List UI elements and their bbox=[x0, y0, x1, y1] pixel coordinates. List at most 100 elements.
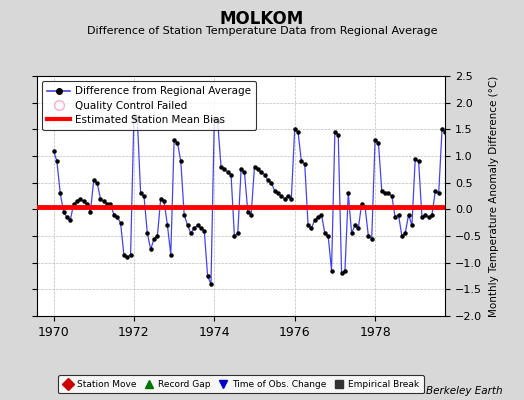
Point bbox=[280, 196, 289, 202]
Point bbox=[277, 193, 286, 199]
Point bbox=[173, 140, 182, 146]
Point bbox=[123, 254, 132, 260]
Point bbox=[357, 201, 366, 207]
Point bbox=[331, 129, 339, 135]
Point bbox=[100, 198, 108, 204]
Point bbox=[367, 236, 376, 242]
Point bbox=[163, 222, 172, 228]
Point bbox=[334, 132, 342, 138]
Point bbox=[438, 126, 446, 132]
Point bbox=[86, 209, 95, 215]
Point bbox=[444, 212, 453, 218]
Y-axis label: Monthly Temperature Anomaly Difference (°C): Monthly Temperature Anomaly Difference (… bbox=[489, 75, 499, 317]
Point bbox=[341, 268, 349, 274]
Point bbox=[448, 209, 456, 215]
Point bbox=[213, 118, 222, 124]
Point bbox=[344, 190, 353, 196]
Point bbox=[224, 169, 232, 175]
Point bbox=[193, 222, 202, 228]
Point bbox=[284, 193, 292, 199]
Point bbox=[183, 222, 192, 228]
Point bbox=[384, 190, 392, 196]
Legend: Station Move, Record Gap, Time of Obs. Change, Empirical Break: Station Move, Record Gap, Time of Obs. C… bbox=[58, 376, 424, 394]
Point bbox=[328, 268, 336, 274]
Point bbox=[287, 196, 296, 202]
Point bbox=[157, 196, 165, 202]
Point bbox=[378, 188, 386, 194]
Point bbox=[103, 201, 111, 207]
Point bbox=[418, 214, 426, 220]
Point bbox=[241, 169, 249, 175]
Point bbox=[113, 214, 122, 220]
Point bbox=[247, 212, 255, 218]
Point bbox=[428, 212, 436, 218]
Point bbox=[187, 230, 195, 236]
Point bbox=[405, 212, 413, 218]
Point bbox=[230, 233, 238, 239]
Point bbox=[133, 116, 141, 122]
Point bbox=[207, 281, 215, 287]
Point bbox=[297, 158, 305, 164]
Point bbox=[351, 222, 359, 228]
Point bbox=[196, 225, 205, 231]
Point bbox=[260, 172, 269, 178]
Point bbox=[318, 212, 326, 218]
Point bbox=[391, 214, 399, 220]
Point bbox=[66, 217, 74, 223]
Point bbox=[371, 137, 379, 143]
Point bbox=[80, 198, 88, 204]
Text: Difference of Station Temperature Data from Regional Average: Difference of Station Temperature Data f… bbox=[87, 26, 437, 36]
Point bbox=[434, 190, 443, 196]
Point bbox=[56, 190, 64, 196]
Point bbox=[210, 116, 219, 122]
Point bbox=[73, 198, 81, 204]
Point bbox=[290, 126, 299, 132]
Point bbox=[217, 164, 225, 170]
Legend: Difference from Regional Average, Quality Control Failed, Estimated Station Mean: Difference from Regional Average, Qualit… bbox=[42, 81, 256, 130]
Point bbox=[294, 129, 302, 135]
Point bbox=[237, 166, 245, 172]
Point bbox=[301, 161, 309, 167]
Point bbox=[411, 156, 419, 162]
Point bbox=[264, 177, 272, 183]
Point bbox=[354, 225, 363, 231]
Point bbox=[140, 193, 148, 199]
Point bbox=[270, 188, 279, 194]
Point bbox=[421, 212, 430, 218]
Point bbox=[414, 158, 423, 164]
Point bbox=[220, 166, 228, 172]
Point bbox=[180, 212, 188, 218]
Point bbox=[153, 233, 161, 239]
Point bbox=[190, 225, 199, 231]
Text: MOLKOM: MOLKOM bbox=[220, 10, 304, 28]
Point bbox=[431, 188, 440, 194]
Point bbox=[250, 164, 259, 170]
Point bbox=[311, 217, 319, 223]
Point bbox=[49, 148, 58, 154]
Point bbox=[110, 212, 118, 218]
Point bbox=[203, 273, 212, 279]
Point bbox=[136, 190, 145, 196]
Point bbox=[388, 193, 396, 199]
Point bbox=[200, 228, 209, 234]
Point bbox=[395, 212, 403, 218]
Point bbox=[76, 196, 84, 202]
Point bbox=[119, 252, 128, 258]
Point bbox=[93, 180, 101, 186]
Point bbox=[143, 230, 151, 236]
Point bbox=[304, 222, 312, 228]
Point bbox=[398, 233, 406, 239]
Text: Berkeley Earth: Berkeley Earth bbox=[427, 386, 503, 396]
Point bbox=[307, 225, 315, 231]
Point bbox=[314, 214, 322, 220]
Point bbox=[274, 190, 282, 196]
Point bbox=[361, 204, 369, 210]
Point bbox=[374, 140, 383, 146]
Point bbox=[90, 177, 98, 183]
Point bbox=[401, 230, 409, 236]
Point bbox=[321, 230, 329, 236]
Point bbox=[424, 214, 433, 220]
Point bbox=[147, 246, 155, 252]
Point bbox=[116, 220, 125, 226]
Point bbox=[234, 230, 242, 236]
